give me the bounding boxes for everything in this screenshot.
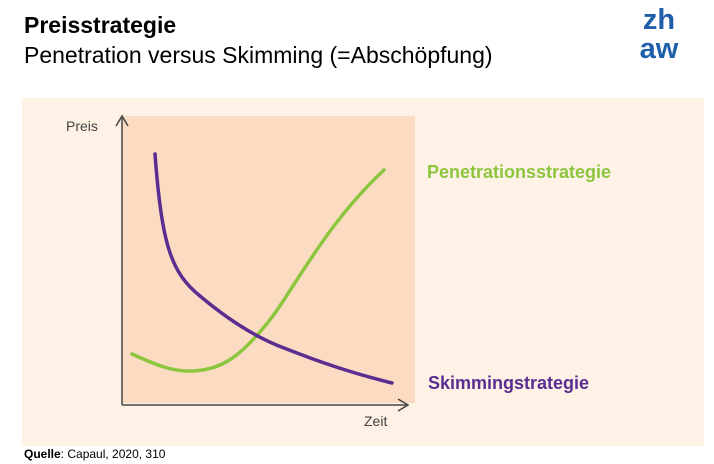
source-label: Quelle [24, 447, 61, 461]
price-strategy-diagram: Preis Zeit Penetrationsstrategie Skimmin… [66, 114, 611, 429]
diagram-panel: Preis Zeit Penetrationsstrategie Skimmin… [22, 98, 704, 446]
plot-area [122, 116, 415, 403]
slide-subtitle: Penetration versus Skimming (=Abschöpfun… [24, 42, 493, 68]
y-axis-label: Preis [66, 118, 98, 134]
slide-title: Preisstrategie [24, 12, 177, 38]
zhaw-logo: zh aw [630, 4, 688, 62]
skimming-label: Skimmingstrategie [428, 373, 589, 393]
skimming-curve [153, 152, 394, 385]
source-note: Quelle: Capaul, 2020, 310 [24, 447, 165, 461]
logo-line-2: aw [640, 33, 679, 62]
logo-line-1: zh [643, 4, 675, 36]
penetration-label: Penetrationsstrategie [427, 162, 611, 182]
source-text: : Capaul, 2020, 310 [60, 447, 166, 461]
penetration-curve [130, 168, 386, 373]
x-axis-label: Zeit [364, 413, 387, 429]
x-axis-arrow [397, 398, 410, 412]
y-axis-arrow [115, 114, 129, 127]
